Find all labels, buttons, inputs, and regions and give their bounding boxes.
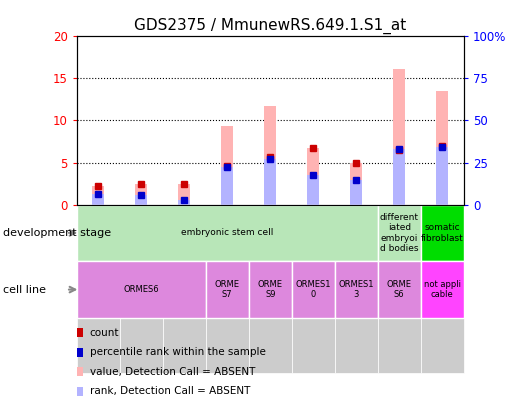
Bar [135,184,147,205]
Bar [249,261,292,318]
Bar [222,167,233,205]
Bar [436,91,448,205]
Text: embryonic stem cell: embryonic stem cell [181,228,273,237]
Bar [350,180,363,205]
Bar [350,163,363,205]
Bar [421,261,464,318]
Text: development stage: development stage [3,228,111,238]
Bar [135,195,147,205]
FancyBboxPatch shape [77,205,120,373]
Bar [264,106,276,205]
Text: ORME
S9: ORME S9 [258,280,283,299]
Text: count: count [90,328,119,338]
FancyBboxPatch shape [292,205,335,373]
Text: ORMES6: ORMES6 [123,285,159,294]
Bar [92,186,104,205]
FancyBboxPatch shape [163,205,206,373]
Bar [178,183,190,205]
Bar [307,148,319,205]
FancyBboxPatch shape [206,205,249,373]
Bar [421,205,464,261]
Bar [264,159,276,205]
Text: percentile rank within the sample: percentile rank within the sample [90,347,266,357]
FancyBboxPatch shape [249,205,292,373]
Text: ORMES1
0: ORMES1 0 [296,280,331,299]
FancyBboxPatch shape [421,205,464,373]
Bar [378,205,421,261]
Bar [77,205,378,261]
Text: value, Detection Call = ABSENT: value, Detection Call = ABSENT [90,367,255,377]
Text: not appli
cable: not appli cable [424,280,461,299]
Text: ORME
S6: ORME S6 [387,280,412,299]
Bar [436,147,448,205]
Title: GDS2375 / MmunewRS.649.1.S1_at: GDS2375 / MmunewRS.649.1.S1_at [134,17,407,34]
FancyBboxPatch shape [120,205,163,373]
Bar [393,149,405,205]
Bar [378,261,421,318]
FancyBboxPatch shape [335,205,378,373]
Text: cell line: cell line [3,285,46,294]
Bar [178,200,190,205]
Bar [292,261,335,318]
Bar [393,69,405,205]
Bar [222,126,233,205]
Text: rank, Detection Call = ABSENT: rank, Detection Call = ABSENT [90,386,250,396]
Bar [77,261,206,318]
Bar [92,194,104,205]
FancyBboxPatch shape [378,205,421,373]
Text: different
iated
embryoi
d bodies: different iated embryoi d bodies [380,213,419,253]
Text: somatic
fibroblast: somatic fibroblast [421,223,464,243]
Bar [206,261,249,318]
Bar [307,175,319,205]
Text: ORME
S7: ORME S7 [215,280,240,299]
Bar [335,261,378,318]
Text: ORMES1
3: ORMES1 3 [339,280,374,299]
